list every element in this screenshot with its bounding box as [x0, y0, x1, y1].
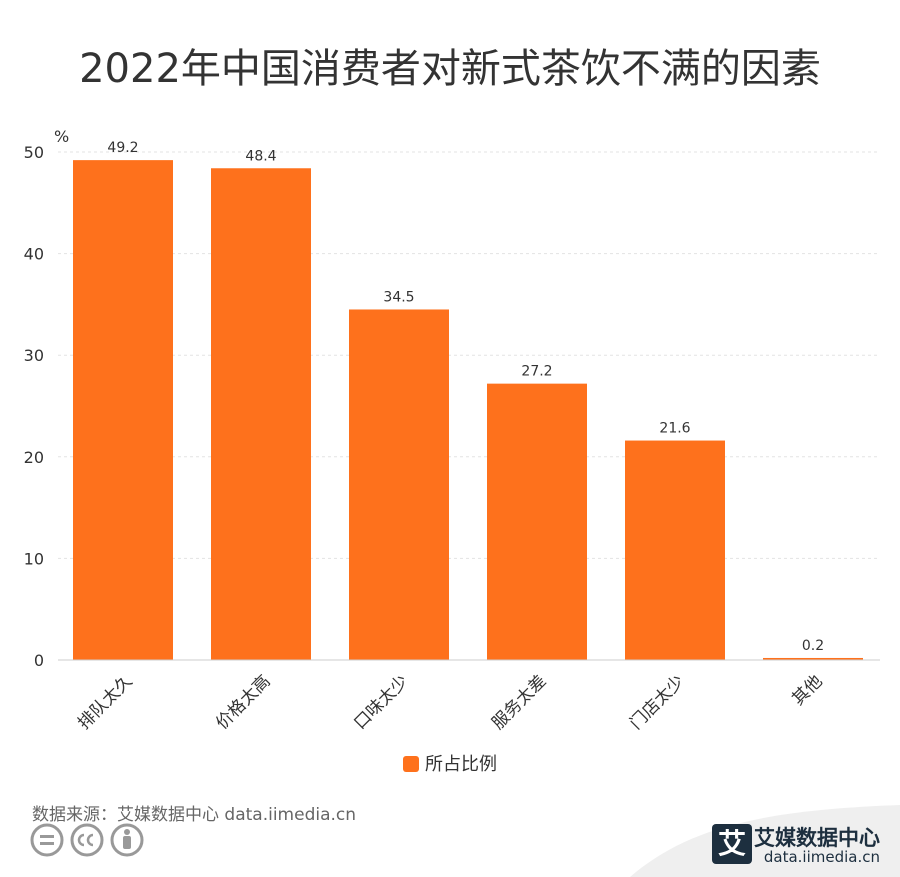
- footer-band: [630, 805, 900, 877]
- bar[interactable]: [349, 309, 449, 660]
- bar[interactable]: [763, 657, 863, 660]
- y-tick-label: 0: [34, 651, 44, 670]
- y-axis-unit-label: %: [54, 127, 69, 146]
- cc-license-icons: [30, 823, 144, 857]
- x-tick-label: 其他: [788, 671, 826, 709]
- y-tick-label: 20: [24, 448, 44, 467]
- bars: [73, 160, 863, 661]
- equals-icon: [30, 823, 64, 857]
- value-labels: 49.2 48.4 34.5 27.2 21.6 0.2: [107, 140, 824, 654]
- value-label: 49.2: [107, 140, 138, 156]
- value-label: 0.2: [802, 638, 824, 654]
- value-label: 21.6: [659, 421, 690, 437]
- y-tick-label: 10: [24, 549, 44, 568]
- legend[interactable]: 所占比例: [0, 750, 900, 776]
- bar[interactable]: [487, 383, 587, 660]
- x-tick-label: 服务太差: [488, 671, 550, 733]
- attribution-icon: [110, 823, 144, 857]
- y-tick-label: 40: [24, 245, 44, 264]
- y-tick-label: 50: [24, 143, 44, 162]
- brand-logo-icon: 艾: [712, 824, 752, 864]
- legend-swatch: [403, 756, 419, 772]
- x-axis-ticks: 排队太久 价格太高 口味太少 服务太差 门店太少 其他: [74, 671, 826, 733]
- y-axis-ticks: 0 10 20 30 40 50: [24, 143, 44, 670]
- x-tick-label: 价格太高: [212, 671, 274, 733]
- chart-title: 2022年中国消费者对新式茶饮不满的因素: [79, 46, 821, 92]
- bar[interactable]: [211, 168, 311, 661]
- source-note: 数据来源：艾媒数据中心 data.iimedia.cn: [32, 805, 357, 825]
- bar-chart: 0 10 20 30 40 50 % 49.2 48.4 34.5 27.2 21.6 0.2 排队…: [24, 127, 880, 734]
- value-label: 27.2: [521, 364, 552, 380]
- x-tick-label: 排队太久: [74, 671, 136, 733]
- brand-name: 艾媒数据中心: [754, 826, 880, 850]
- cc-icon: [70, 823, 104, 857]
- grid-lines: [58, 151, 880, 559]
- bar[interactable]: [625, 440, 725, 660]
- x-tick-label: 门店太少: [626, 671, 688, 733]
- legend-label: 所占比例: [425, 754, 497, 775]
- y-tick-label: 30: [24, 346, 44, 365]
- brand-url: data.iimedia.cn: [763, 848, 880, 866]
- value-label: 48.4: [245, 148, 276, 164]
- bar[interactable]: [73, 160, 173, 661]
- x-tick-label: 口味太少: [350, 671, 412, 733]
- value-label: 34.5: [383, 289, 414, 305]
